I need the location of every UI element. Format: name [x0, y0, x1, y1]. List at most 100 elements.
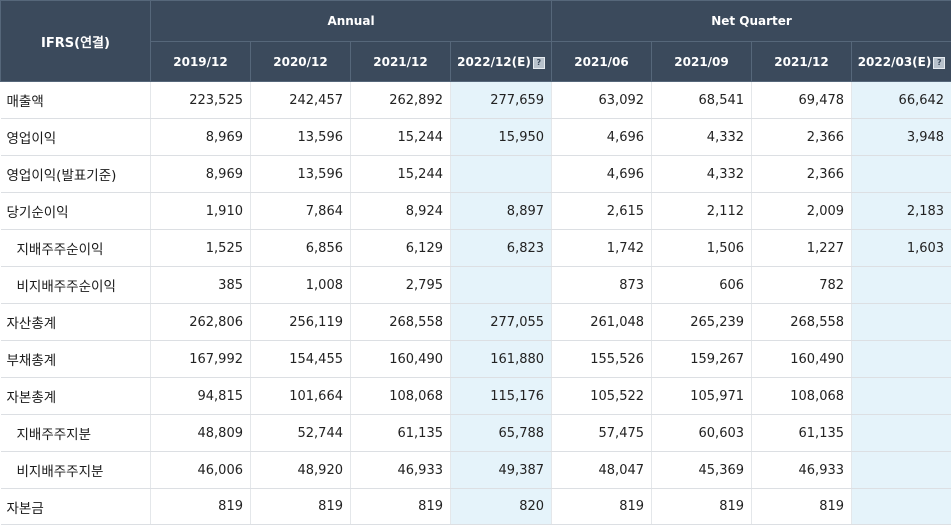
- table-cell: 242,457: [250, 81, 351, 119]
- table-cell: 819: [250, 488, 351, 525]
- table-cell: 160,490: [350, 340, 451, 378]
- table-cell: 2,615: [551, 192, 653, 230]
- table-cell: [851, 488, 951, 525]
- table-cell: 69,478: [751, 81, 853, 119]
- period-header-row: 2019/12 2020/12 2021/12 2022/12(E)? 2021/06 2…: [1, 41, 951, 82]
- corner-label: IFRS(연결): [0, 0, 151, 82]
- row-label: 자산총계: [0, 303, 151, 341]
- table-cell: 63,092: [551, 81, 653, 119]
- table-cell: 105,971: [651, 377, 753, 415]
- table-cell: 1,603: [851, 229, 951, 267]
- table-cell: 819: [150, 488, 251, 525]
- table-cell: 819: [651, 488, 753, 525]
- table-cell: 2,795: [350, 266, 451, 304]
- row-label: 비지배주주순이익: [0, 266, 151, 304]
- table-cell: 115,176: [450, 377, 553, 415]
- table-row: 지배주주순이익 1,525 6,856 6,129 6,823 1,742 1,506 1,2…: [0, 229, 951, 267]
- table-cell: [851, 414, 951, 452]
- period-header: 2021/09: [651, 41, 753, 82]
- table-cell: 94,815: [150, 377, 251, 415]
- table-cell: 268,558: [350, 303, 451, 341]
- table-cell: 2,183: [851, 192, 951, 230]
- table-cell: 13,596: [250, 155, 351, 193]
- table-cell: 15,244: [350, 155, 451, 193]
- table-cell: 108,068: [751, 377, 853, 415]
- table-cell: 873: [551, 266, 653, 304]
- table-cell: 2,366: [751, 155, 853, 193]
- group-header-annual: Annual: [149, 0, 553, 42]
- table-row: 지배주주지분 48,809 52,744 61,135 65,788 57,475 60,6…: [0, 414, 951, 452]
- row-label: 비지배주주지분: [0, 451, 151, 489]
- table-row: 영업이익 8,969 13,596 15,244 15,950 4,696 4,332 2,3…: [0, 118, 951, 156]
- table-cell: 101,664: [250, 377, 351, 415]
- table-cell: 48,920: [250, 451, 351, 489]
- help-icon[interactable]: ?: [933, 56, 946, 69]
- help-icon[interactable]: ?: [532, 56, 545, 69]
- table-cell: 48,809: [150, 414, 251, 452]
- table-cell: 4,696: [551, 155, 653, 193]
- table-cell: 277,055: [450, 303, 553, 341]
- table-cell: 6,823: [450, 229, 553, 267]
- period-label: 2020/12: [273, 54, 328, 69]
- table-cell: 159,267: [651, 340, 753, 378]
- table-cell: 7,864: [250, 192, 351, 230]
- table-row: 자산총계 262,806 256,119 268,558 277,055 261,048 2…: [0, 303, 951, 341]
- table-cell: 61,135: [751, 414, 853, 452]
- table-cell: 2,112: [651, 192, 753, 230]
- period-header: 2019/12: [150, 41, 251, 82]
- table-cell: [851, 155, 951, 193]
- period-label: 2021/12: [373, 54, 428, 69]
- table-cell: 8,969: [150, 155, 251, 193]
- table-row: 당기순이익 1,910 7,864 8,924 8,897 2,615 2,112 2,009…: [0, 192, 951, 230]
- table-cell: 46,933: [350, 451, 451, 489]
- table-cell: 1,910: [150, 192, 251, 230]
- row-label: 매출액: [0, 81, 151, 119]
- table-cell: 155,526: [551, 340, 653, 378]
- table-cell: 13,596: [250, 118, 351, 156]
- row-label: 영업이익: [0, 118, 151, 156]
- period-header: 2021/06: [551, 41, 653, 82]
- table-row: 영업이익(발표기준) 8,969 13,596 15,244 4,696 4,332 2,3…: [0, 155, 951, 193]
- table-cell: 1,506: [651, 229, 753, 267]
- table-cell: 105,522: [551, 377, 653, 415]
- table-row: 비지배주주순이익 385 1,008 2,795 873 606 782: [0, 266, 951, 304]
- table-cell: [851, 377, 951, 415]
- period-label: 2021/09: [674, 54, 729, 69]
- table-row: 매출액 223,525 242,457 262,892 277,659 63,092 68,…: [0, 81, 951, 119]
- period-label: 2022/03(E): [857, 54, 932, 69]
- period-label: 2021/06: [574, 54, 629, 69]
- row-label: 자본총계: [0, 377, 151, 415]
- table-cell: 15,244: [350, 118, 451, 156]
- period-label: 2022/12(E): [457, 54, 531, 69]
- table-cell: 48,047: [551, 451, 653, 489]
- table-cell: 819: [350, 488, 451, 525]
- table-cell: 45,369: [651, 451, 753, 489]
- table-cell: 256,119: [250, 303, 351, 341]
- table-row: 자본총계 94,815 101,664 108,068 115,176 105,522 10…: [0, 377, 951, 415]
- period-header: 2022/03(E)?: [851, 41, 951, 82]
- table-header: IFRS(연결) Annual Net Quarter 2019/12 2020/…: [0, 0, 951, 82]
- table-cell: [450, 266, 553, 304]
- table-cell: 819: [551, 488, 653, 525]
- table-cell: 108,068: [350, 377, 451, 415]
- table-cell: 262,892: [350, 81, 451, 119]
- period-header: 2022/12(E)?: [449, 41, 553, 82]
- table-cell: 4,332: [651, 118, 753, 156]
- table-cell: [851, 303, 951, 341]
- table-cell: 66,642: [851, 81, 951, 119]
- table-cell: 57,475: [551, 414, 653, 452]
- table-row: 부채총계 167,992 154,455 160,490 161,880 155,526 1…: [0, 340, 951, 378]
- row-label: 부채총계: [0, 340, 151, 378]
- table-cell: 819: [751, 488, 853, 525]
- table-cell: 820: [450, 488, 553, 525]
- table-cell: 262,806: [150, 303, 251, 341]
- table-cell: 154,455: [250, 340, 351, 378]
- table-cell: 161,880: [450, 340, 553, 378]
- table-cell: [851, 451, 951, 489]
- table-cell: 60,603: [651, 414, 753, 452]
- period-label: 2021/12: [774, 54, 829, 69]
- row-label: 당기순이익: [0, 192, 151, 230]
- table-cell: 46,006: [150, 451, 251, 489]
- table-cell: 8,969: [150, 118, 251, 156]
